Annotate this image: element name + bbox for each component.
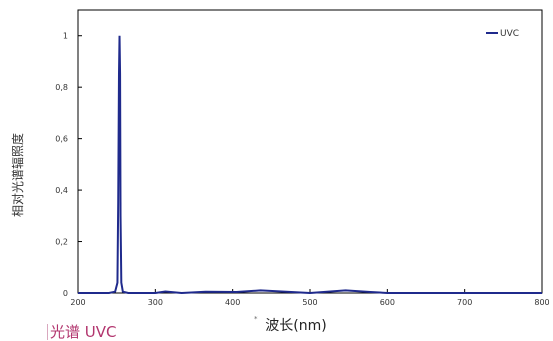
y-tick-label: 0 <box>63 289 68 298</box>
y-axis-ticks: 0 0,2 0,4 0,6 0,8 1 <box>55 32 82 298</box>
x-axis-marker: * <box>254 315 258 323</box>
x-tick-label: 200 <box>70 298 85 307</box>
x-tick-label: 800 <box>534 298 549 307</box>
plot-area-frame <box>77 9 543 294</box>
x-tick-label: 400 <box>225 298 240 307</box>
y-tick-label: 0,2 <box>55 238 68 247</box>
x-axis-ticks: 200 300 400 500 600 700 800 <box>70 289 550 307</box>
series-layer <box>78 35 542 295</box>
y-tick-label: 1 <box>63 32 68 41</box>
y-axis-label-group: 相对光谱辐照度 <box>10 133 25 217</box>
series-line-uvc <box>78 35 542 295</box>
legend: UVC <box>486 29 519 39</box>
x-tick-label: 600 <box>380 298 395 307</box>
y-tick-label: 0,6 <box>55 135 68 144</box>
y-tick-label: 0,8 <box>55 83 68 92</box>
legend-label-uvc: UVC <box>500 29 519 39</box>
x-tick-label: 300 <box>148 298 163 307</box>
x-tick-label: 700 <box>457 298 472 307</box>
image-caption: 光谱 UVC <box>47 324 116 340</box>
y-axis-label: 相对光谱辐照度 <box>10 133 25 217</box>
x-axis-label: 波长(nm) <box>265 318 326 334</box>
x-tick-label: 500 <box>302 298 317 307</box>
y-tick-label: 0,4 <box>55 186 68 195</box>
